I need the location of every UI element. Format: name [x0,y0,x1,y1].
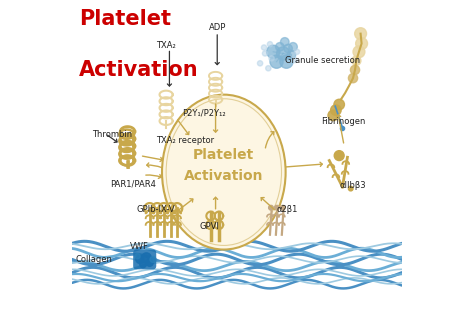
Circle shape [334,99,345,110]
Circle shape [348,186,353,191]
Text: VWF: VWF [130,242,149,251]
Circle shape [274,205,279,210]
Text: GPIb-IX-V: GPIb-IX-V [137,206,175,214]
Circle shape [289,43,297,51]
Circle shape [281,205,285,210]
Text: Fibrinogen: Fibrinogen [321,117,365,125]
Text: Granule secretion: Granule secretion [285,56,360,65]
Circle shape [281,38,289,46]
Text: Activation: Activation [79,60,199,80]
Circle shape [294,49,300,54]
Circle shape [292,57,297,63]
Text: P2Y₁/P2Y₁₂: P2Y₁/P2Y₁₂ [182,108,226,117]
Circle shape [136,256,144,263]
Circle shape [287,51,296,59]
Circle shape [267,42,273,47]
Circle shape [284,44,292,53]
Circle shape [276,47,290,60]
Text: αIIbβ3: αIIbβ3 [339,181,366,190]
Text: ADP: ADP [209,23,226,31]
Ellipse shape [162,95,286,250]
Circle shape [261,45,267,50]
Circle shape [150,257,156,262]
Circle shape [140,261,146,268]
Circle shape [141,253,151,263]
Circle shape [257,61,263,66]
Text: Platelet: Platelet [79,9,171,29]
Circle shape [275,43,284,51]
Circle shape [353,46,365,58]
Circle shape [265,66,271,71]
Circle shape [135,254,140,259]
Circle shape [280,55,293,68]
Circle shape [355,28,366,40]
Text: Thrombin: Thrombin [92,130,132,139]
Circle shape [263,51,268,56]
Circle shape [330,105,341,116]
Circle shape [352,56,361,65]
FancyBboxPatch shape [133,250,156,269]
Circle shape [348,73,358,83]
Text: Platelet
Activation: Platelet Activation [184,148,264,183]
Text: Collagen: Collagen [75,255,112,264]
Circle shape [328,110,338,121]
Circle shape [334,151,344,161]
Text: TXA₂ receptor: TXA₂ receptor [156,136,214,145]
Circle shape [267,45,280,58]
Text: GPVI: GPVI [199,222,219,231]
Text: TXA₂: TXA₂ [156,41,176,50]
Text: PAR1/PAR4: PAR1/PAR4 [110,179,156,188]
Circle shape [269,205,273,210]
Circle shape [350,65,360,74]
Circle shape [356,38,367,49]
Circle shape [269,56,274,61]
Circle shape [270,55,283,68]
Circle shape [146,259,153,266]
Text: α2β1: α2β1 [276,206,298,214]
